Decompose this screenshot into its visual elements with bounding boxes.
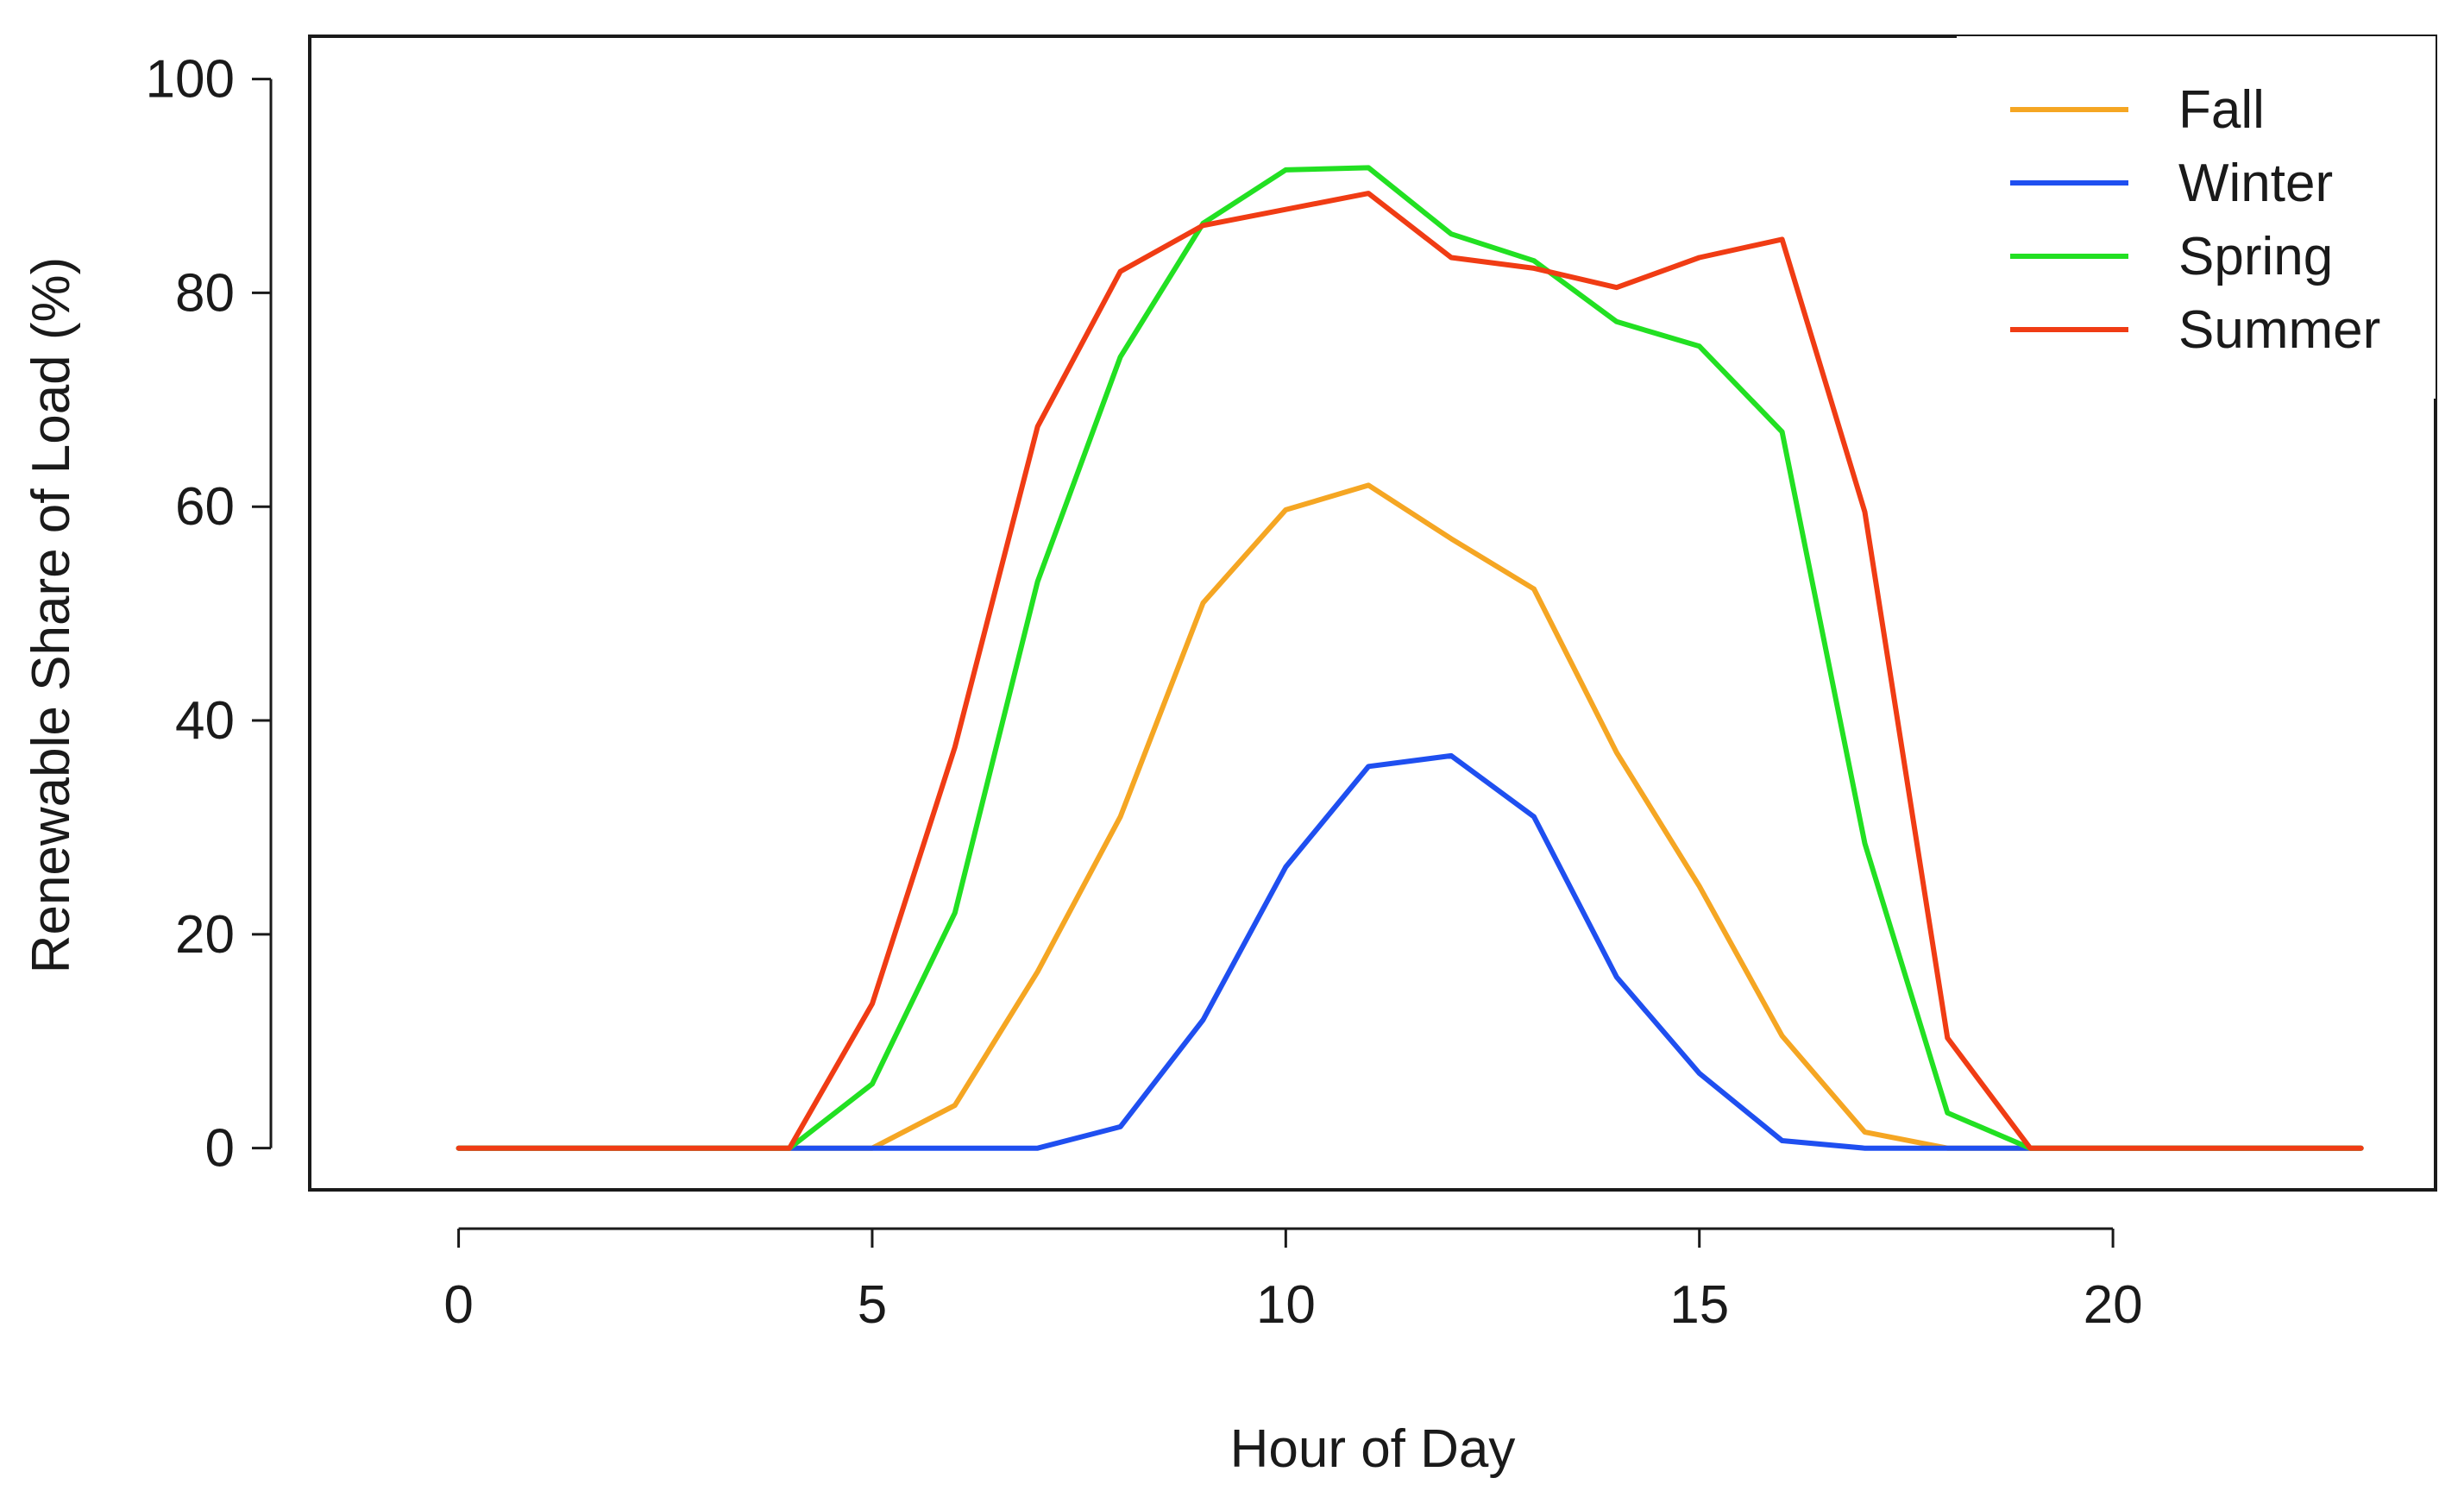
legend: Fall Winter Spring Summer bbox=[1957, 36, 2436, 399]
y-tick-label: 60 bbox=[175, 477, 235, 537]
legend-label-spring: Spring bbox=[2178, 227, 2333, 286]
series-layer bbox=[456, 165, 2364, 1151]
y-tick-label: 40 bbox=[175, 691, 235, 751]
x-axis-title: Hour of Day bbox=[1230, 1419, 1516, 1479]
y-tick-label: 80 bbox=[175, 263, 235, 323]
series-line-summer bbox=[456, 191, 2364, 1151]
plot-frame bbox=[308, 35, 2437, 1192]
legend-box bbox=[1957, 36, 2436, 399]
y-tick-label: 0 bbox=[205, 1119, 235, 1179]
x-axis: 0 5 10 15 20 bbox=[443, 1227, 2143, 1335]
legend-label-fall: Fall bbox=[2178, 80, 2265, 140]
legend-label-winter: Winter bbox=[2178, 154, 2333, 213]
x-tick-label: 20 bbox=[2084, 1275, 2143, 1335]
legend-label-summer: Summer bbox=[2178, 300, 2380, 360]
y-axis-title: Renewable Share of Load (%) bbox=[22, 257, 81, 974]
x-tick-label: 10 bbox=[1256, 1275, 1316, 1335]
y-tick-label: 100 bbox=[146, 50, 235, 110]
x-tick-label: 0 bbox=[443, 1275, 473, 1335]
x-tick-label: 15 bbox=[1669, 1275, 1729, 1335]
x-tick-label: 5 bbox=[858, 1275, 887, 1335]
y-tick-label: 20 bbox=[175, 905, 235, 965]
y-axis: 0 20 40 60 80 100 bbox=[146, 50, 273, 1179]
